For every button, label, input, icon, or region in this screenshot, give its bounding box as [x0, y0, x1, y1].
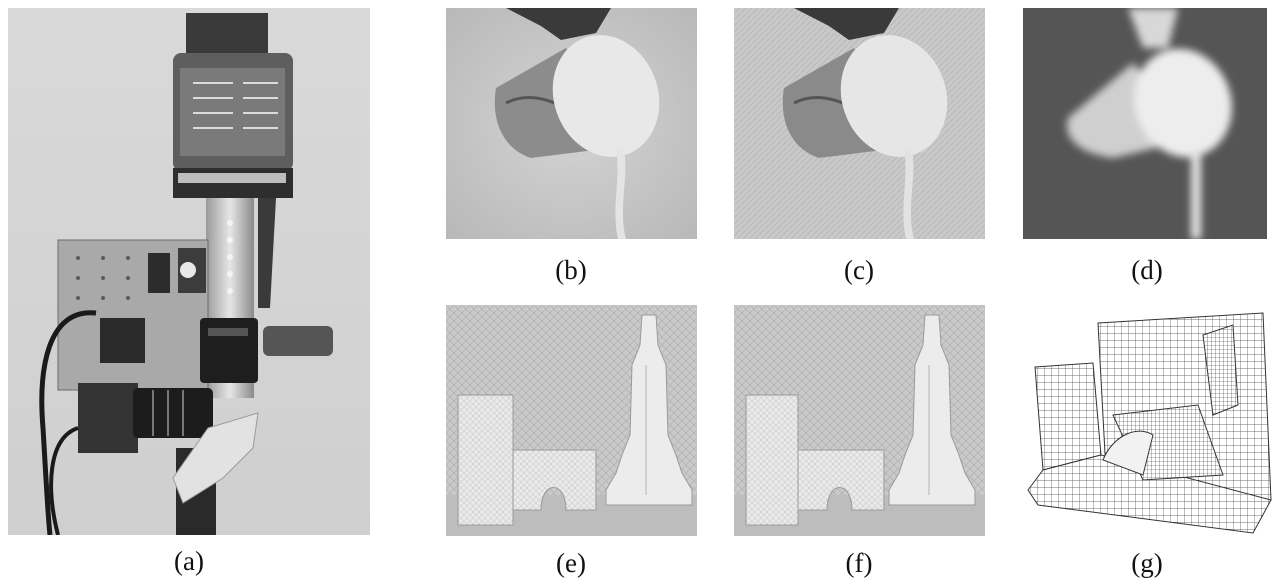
- panel-a-caption: (a): [174, 546, 204, 576]
- camera-rig-illustration: [8, 8, 370, 535]
- panel-e-image: [446, 305, 697, 536]
- pouring-cup-illustration: [446, 8, 697, 239]
- panel-f-image: [734, 305, 985, 536]
- panel-b-caption: (b): [555, 255, 587, 285]
- panel-e-caption: (e): [556, 548, 586, 578]
- panel-g-caption: (g): [1131, 548, 1163, 578]
- panel-g-image: [1023, 305, 1273, 536]
- block-scene-illustration: [446, 305, 697, 536]
- depth-mesh-illustration: [1023, 305, 1273, 536]
- panel-c-image: [734, 8, 985, 239]
- panel-d-caption: (d): [1131, 255, 1163, 285]
- panel-d-image: [1023, 8, 1267, 239]
- panel-b-image: [446, 8, 697, 239]
- panel-f-caption: (f): [845, 548, 873, 578]
- pouring-cup-textured-illustration: [734, 8, 985, 239]
- panel-a-image: [8, 8, 370, 535]
- panel-c-caption: (c): [844, 255, 874, 285]
- block-scene-2-illustration: [734, 305, 985, 536]
- pouring-cup-blurred-illustration: [1023, 8, 1267, 239]
